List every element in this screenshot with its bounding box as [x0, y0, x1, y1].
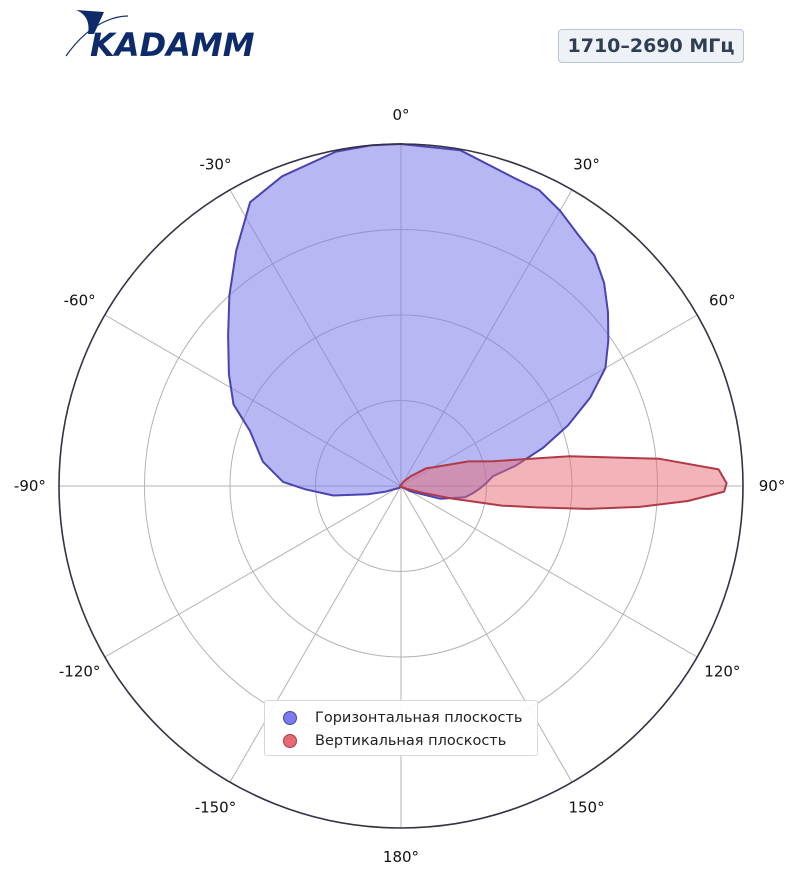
theta-tick-label-5: 150°: [568, 798, 604, 816]
theta-tick-label-8: -120°: [59, 663, 101, 681]
theta-tick-labels: 0° 30° 60° 90° 120° 150° 180° -150° -120° -90° -60…: [14, 106, 785, 866]
series-area-0: [227, 143, 610, 500]
frequency-badge: 1710–2690 МГц: [558, 29, 744, 63]
theta-grid-line-5: [400, 485, 573, 783]
legend-label-vertical: Вертикальная плоскость: [315, 732, 507, 749]
legend-marker-vertical: [283, 733, 297, 748]
theta-tick-label-3: 90°: [759, 477, 786, 495]
theta-tick-label-7: -150°: [195, 798, 237, 816]
kadamm-logo: KADAMM: [64, 6, 264, 64]
legend-item-vertical: Вертикальная плоскость: [273, 729, 529, 752]
polar-frame: [58, 143, 744, 829]
legend-item-horizontal: Горизонтальная плоскость: [273, 706, 529, 729]
theta-tick-label-0: 0°: [392, 106, 409, 124]
theta-tick-label-2: 60°: [709, 291, 736, 309]
legend: Горизонтальная плоскость Вертикальная пл…: [264, 700, 538, 756]
theta-tick-label-4: 120°: [704, 663, 740, 681]
theta-tick-label-6: 180°: [383, 848, 419, 866]
theta-grid-line-8: [104, 485, 402, 658]
kadamm-logo-icon: KADAMM: [65, 10, 255, 64]
theta-tick-label-11: -30°: [199, 156, 231, 174]
logo-mark-leaf: [76, 10, 104, 34]
logo-mark-arc: [65, 15, 129, 57]
theta-tick-label-1: 30°: [573, 156, 600, 174]
series-layer: [227, 143, 728, 510]
theta-grid-line-4: [400, 485, 698, 658]
legend-label-horizontal: Горизонтальная плоскость: [315, 709, 523, 726]
logo-text: KADAMM: [90, 26, 255, 62]
polar-outer-ring: [58, 143, 744, 829]
series-area-1: [399, 455, 728, 510]
theta-grid-line-7: [229, 485, 402, 783]
theta-tick-label-10: -60°: [64, 291, 96, 309]
legend-marker-horizontal: [283, 710, 297, 725]
theta-tick-label-9: -90°: [14, 477, 46, 495]
